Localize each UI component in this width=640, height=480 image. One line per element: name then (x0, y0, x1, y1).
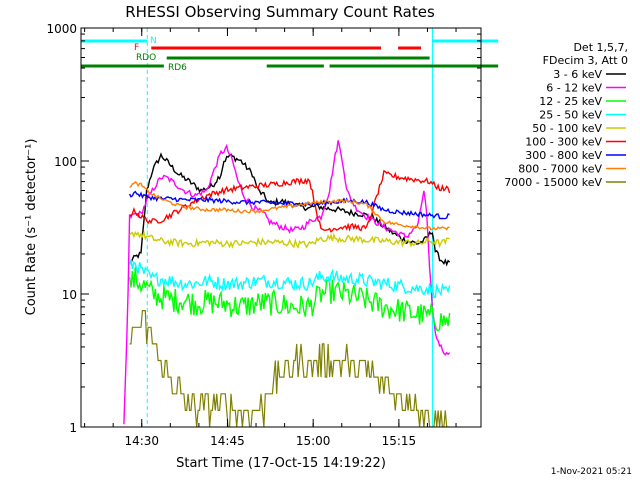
x-tick-label: 14:30 (124, 434, 159, 448)
legend-label-3-6-kev: 3 - 6 keV (553, 68, 602, 81)
series-50-100-kev (129, 230, 450, 249)
count-rate-series (123, 140, 451, 427)
legend-header-line: FDecim 3, Att 0 (543, 54, 628, 67)
axes: 14:30 14:45 15:00 15:15 1 10 100 1000 (46, 22, 481, 448)
series-800-7000-kev (129, 180, 450, 231)
chart-title: RHESSI Observing Summary Count Rates (125, 3, 435, 21)
x-tick-label: 15:00 (296, 434, 331, 448)
instrument-state-lines (81, 28, 433, 427)
legend-label-100-300-kev: 100 - 300 keV (525, 136, 602, 149)
legend-label-7000-15000-kev: 7000 - 15000 keV (504, 176, 602, 189)
y-axis-label: Count Rate (s⁻¹ detector⁻¹) (24, 139, 39, 316)
series-25-50-kev (128, 259, 451, 299)
y-tick-label: 1 (69, 421, 77, 435)
series-7000-15000-kev (129, 310, 450, 427)
series-3-6-kev (129, 152, 451, 267)
legend-label-6-12-kev: 6 - 12 keV (546, 82, 602, 95)
series-6-12-kev (123, 140, 451, 425)
series-300-800-kev (128, 190, 450, 220)
legend-header-line: Det 1,5,7, (573, 41, 628, 54)
flag-label-f: F (134, 43, 139, 53)
legend-label-25-50-kev: 25 - 50 keV (539, 109, 602, 122)
y-tick-label: 10 (62, 288, 77, 302)
series-100-300-kev (129, 170, 451, 233)
flag-label-rdo: RDO (136, 53, 156, 63)
y-tick-label: 100 (54, 155, 77, 169)
legend-label-50-100-kev: 50 - 100 keV (532, 122, 602, 135)
plot-frame (80, 27, 482, 428)
x-axis-label: Start Time (17-Oct-15 14:19:22) (176, 456, 386, 471)
x-tick-label: 14:45 (210, 434, 245, 448)
flag-label-rd6: RD6 (168, 63, 187, 73)
legend-label-800-7000-kev: 800 - 7000 keV (518, 163, 602, 176)
x-tick-label: 15:15 (382, 434, 417, 448)
flag-label-n: N (150, 36, 157, 46)
timestamp-label: 1-Nov-2021 05:21 (551, 467, 632, 477)
legend-label-300-800-kev: 300 - 800 keV (525, 149, 602, 162)
series-12-25-kev (128, 267, 451, 332)
legend-label-12-25-kev: 12 - 25 keV (539, 95, 602, 108)
y-tick-label: 1000 (46, 22, 77, 36)
